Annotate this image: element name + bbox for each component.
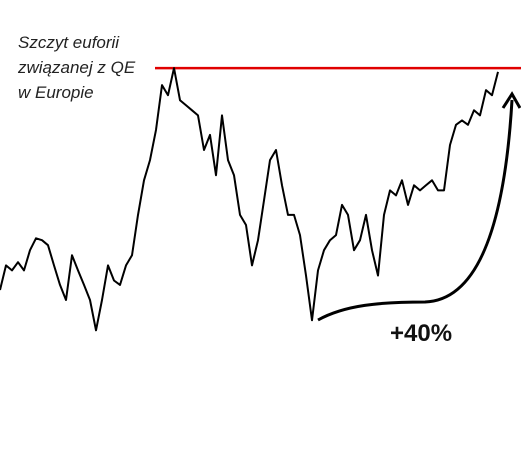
annotation: Szczyt euforii bbox=[18, 33, 120, 52]
annotation: w Europie bbox=[18, 83, 94, 102]
arrow-head bbox=[501, 91, 521, 109]
annotation: związanej z QE bbox=[17, 58, 136, 77]
arrow-curve bbox=[317, 99, 514, 322]
change-label: +40% bbox=[390, 320, 452, 347]
price-line bbox=[0, 67, 499, 332]
